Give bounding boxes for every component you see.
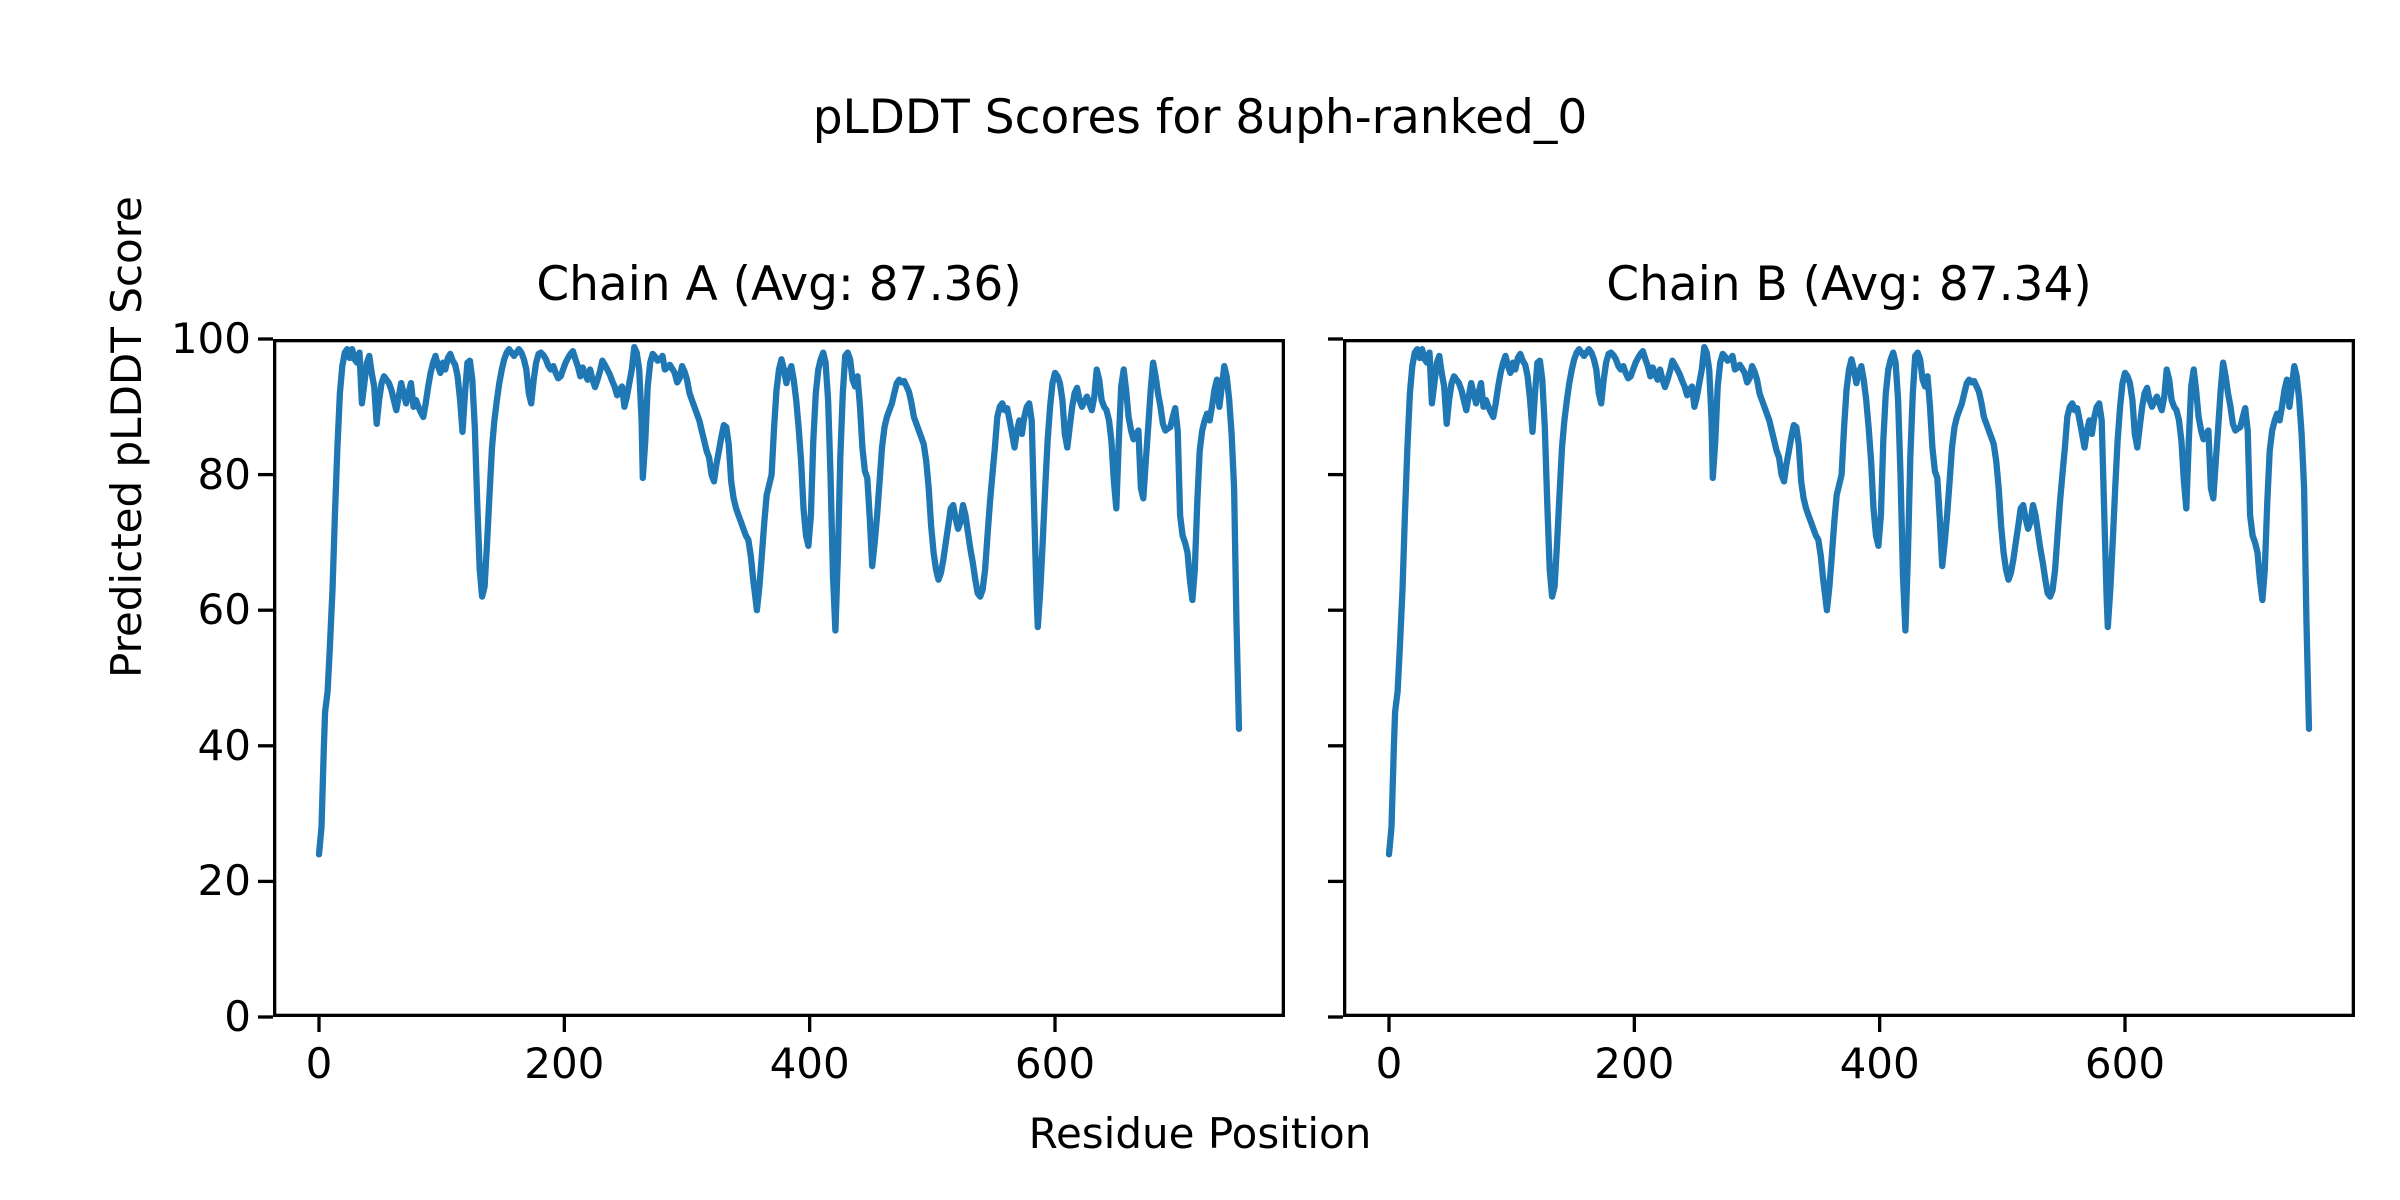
- x-axis-label: Residue Position: [1028, 1109, 1372, 1158]
- x-tick-label: 400: [1839, 1039, 1920, 1088]
- y-tick-label: 20: [197, 856, 251, 906]
- figure-title: pLDDT Scores for 8uph-ranked_0: [812, 90, 1588, 145]
- x-tick-label: 0: [305, 1039, 333, 1088]
- subplot-chain-a: Chain A (Avg: 87.36) 0 200 400 600 0 20 40 60 80…: [171, 257, 1286, 1088]
- x-tick-label: 600: [1014, 1039, 1096, 1088]
- x-tick-label: 200: [524, 1039, 605, 1088]
- y-tick-label: 80: [197, 449, 251, 499]
- x-tick-label: 600: [2084, 1039, 2166, 1088]
- x-tick-label: 200: [1594, 1039, 1675, 1088]
- plddt-line-chain-b: [1385, 343, 2313, 858]
- chain-a-line-chart: [258, 337, 1286, 1032]
- subplot-title-chain-b: Chain B (Avg: 87.34): [1606, 257, 2092, 312]
- plddt-line-chain-a: [315, 343, 1243, 858]
- plot-border: [1342, 338, 2356, 1018]
- y-tick-label: 40: [197, 720, 251, 770]
- y-tick-label: 60: [197, 585, 251, 635]
- x-tick-label: 0: [1375, 1039, 1403, 1088]
- subplot-chain-b: Chain B (Avg: 87.34) 0 200 400 600: [1328, 257, 2356, 1088]
- y-tick-label: 100: [170, 314, 251, 363]
- x-tick-label: 400: [769, 1039, 850, 1088]
- subplot-title-chain-a: Chain A (Avg: 87.36): [536, 257, 1022, 312]
- chain-b-line-chart: [1328, 337, 2356, 1032]
- plot-border: [272, 338, 1286, 1018]
- y-tick-label: 0: [224, 992, 251, 1041]
